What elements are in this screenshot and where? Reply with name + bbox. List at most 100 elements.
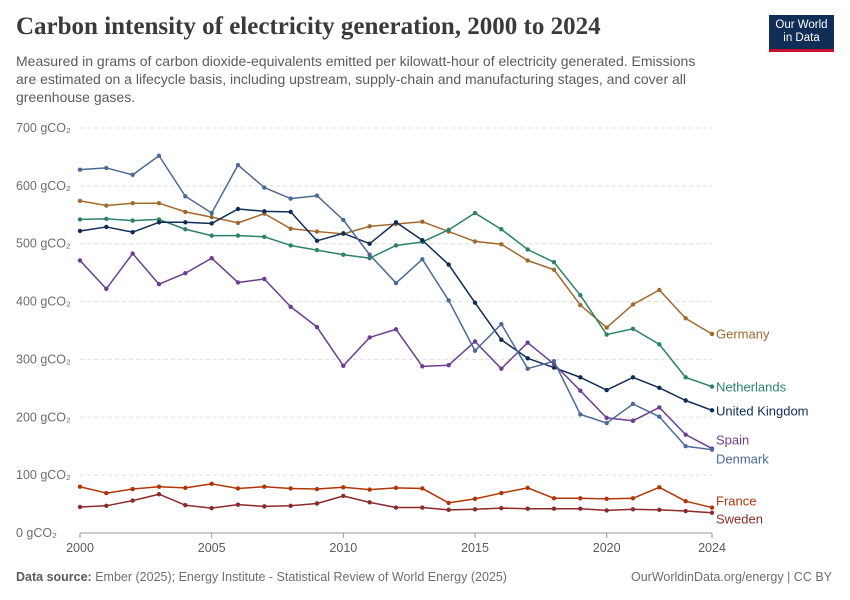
data-point [551, 358, 557, 364]
data-point [235, 206, 241, 212]
data-point [130, 498, 135, 503]
data-point [104, 165, 109, 171]
data-point [183, 227, 188, 232]
data-point [446, 227, 451, 233]
data-point [183, 503, 188, 508]
data-point [288, 304, 293, 309]
data-point [499, 505, 504, 511]
data-point [367, 487, 372, 492]
data-point [551, 506, 557, 511]
series-united-kingdom [77, 206, 715, 413]
data-point [420, 364, 425, 369]
data-point [551, 260, 557, 265]
x-tick-label: 2024 [698, 541, 726, 555]
data-point [499, 366, 504, 371]
series-lines [77, 153, 715, 515]
data-point [367, 252, 372, 257]
data-point [630, 496, 636, 501]
data-point [235, 220, 241, 226]
data-point [367, 224, 372, 229]
data-point [393, 280, 399, 286]
data-point [130, 172, 135, 178]
owid-logo[interactable]: Our World in Data [769, 15, 834, 52]
series-label-france: France [716, 494, 756, 509]
data-point [156, 492, 162, 497]
data-point [499, 227, 504, 232]
data-point [630, 418, 636, 423]
data-point [341, 217, 346, 223]
series-france [77, 481, 715, 510]
data-point [156, 201, 162, 206]
data-point [657, 342, 662, 347]
data-point [709, 408, 715, 413]
series-label-denmark: Denmark [716, 452, 769, 467]
data-point [367, 335, 372, 340]
data-point [262, 484, 267, 489]
data-point [709, 510, 715, 515]
data-point [341, 363, 346, 368]
data-point [130, 218, 135, 223]
x-tick-label: 2000 [66, 541, 94, 555]
data-point [683, 432, 688, 437]
y-tick-label: 400 gCO₂ [16, 295, 71, 309]
series-label-spain: Spain [716, 433, 749, 448]
series-line-united-kingdom [79, 208, 713, 412]
data-point [314, 486, 320, 492]
data-point [262, 209, 267, 214]
data-point [77, 198, 83, 204]
data-point [104, 490, 109, 496]
x-tick-label: 2010 [329, 541, 357, 555]
data-point [262, 504, 267, 509]
data-point [367, 241, 372, 246]
chart-subtitle: Measured in grams of carbon dioxide-equi… [16, 53, 696, 105]
data-point [341, 493, 346, 499]
data-point [630, 401, 636, 407]
data-point [341, 231, 346, 236]
data-point [77, 228, 83, 234]
data-point [604, 415, 609, 421]
data-point [472, 239, 478, 244]
data-point [288, 503, 293, 509]
data-point [709, 447, 715, 452]
data-point [604, 332, 609, 337]
data-point [288, 243, 293, 248]
data-point [499, 490, 504, 496]
data-point [77, 504, 83, 510]
data-point [209, 221, 214, 226]
chart-title: Carbon intensity of electricity generati… [16, 13, 601, 40]
data-point [578, 412, 583, 417]
data-point [657, 385, 662, 390]
data-point [130, 486, 135, 492]
y-tick-label: 700 gCO₂ [16, 121, 71, 135]
series-sweden [77, 492, 715, 515]
data-point [578, 506, 583, 511]
data-source-text: Ember (2025); Energy Institute - Statist… [95, 570, 507, 584]
logo-line-2: in Data [783, 32, 820, 44]
y-tick-label: 300 gCO₂ [16, 352, 71, 366]
series-label-netherlands: Netherlands [716, 380, 787, 395]
data-point [525, 340, 530, 345]
x-tick-label: 2015 [461, 541, 489, 555]
data-point [183, 194, 188, 199]
data-point [657, 287, 662, 293]
data-point [709, 331, 715, 337]
series-line-sweden [79, 493, 713, 514]
y-tick-label: 500 gCO₂ [16, 237, 71, 251]
y-tick-label: 100 gCO₂ [16, 468, 71, 482]
data-point [630, 507, 636, 512]
data-point [578, 293, 583, 298]
data-point [420, 505, 425, 510]
series-label-germany: Germany [716, 327, 770, 342]
footer-url[interactable]: OurWorldinData.org/energy | CC BY [630, 570, 832, 584]
data-point [420, 257, 425, 262]
data-point [630, 326, 636, 331]
data-point [130, 251, 135, 256]
x-tick-label: 2020 [593, 541, 621, 555]
data-point [235, 162, 241, 168]
data-point [420, 219, 425, 224]
data-point [709, 505, 715, 510]
data-point [551, 365, 557, 370]
data-point [77, 217, 83, 222]
data-point [393, 243, 399, 248]
